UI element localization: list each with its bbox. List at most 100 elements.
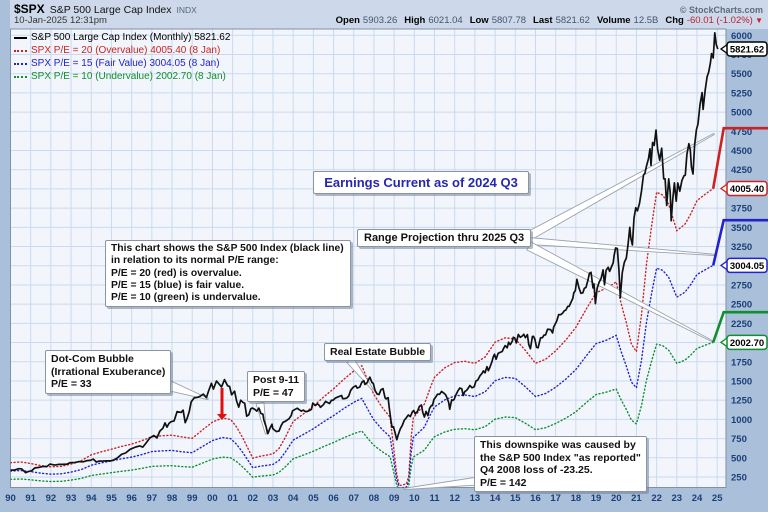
y-axis-tick-label: 5000 <box>731 108 752 119</box>
svg-text:5821.62: 5821.62 <box>730 45 764 56</box>
pe10-undervalue-line <box>10 341 714 488</box>
x-axis-tick-label: 01 <box>227 493 238 504</box>
real-estate-bubble-note: Real Estate Bubble <box>324 343 432 361</box>
y-axis-tick-label: 2250 <box>731 319 752 330</box>
earnings-current-note: Earnings Current as of 2024 Q3 <box>313 171 529 194</box>
quote-label-high: High <box>404 15 426 26</box>
legend-item-pe20: SPX P/E = 20 (Overvalue) 4005.40 (8 Jan) <box>14 44 230 57</box>
x-axis-tick-label: 14 <box>490 493 501 504</box>
change-down-arrow-icon: ▼ <box>752 16 763 25</box>
legend-item-spx: S&P 500 Large Cap Index (Monthly) 5821.6… <box>14 31 230 44</box>
index-name: S&P 500 Large Cap Index <box>49 4 172 16</box>
x-axis-tick-label: 24 <box>692 493 703 504</box>
axis-callout-5821.62: 5821.62 <box>719 41 768 57</box>
x-axis-tick-label: 16 <box>530 493 541 504</box>
legend-label: SPX P/E = 15 (Fair Value) 3004.05 (8 Jan… <box>31 58 220 69</box>
x-axis-tick-label: 05 <box>308 493 319 504</box>
x-axis-tick-label: 15 <box>510 493 521 504</box>
quote-label-low: Low <box>469 15 489 26</box>
legend-label: SPX P/E = 10 (Undervalue) 2002.70 (8 Jan… <box>31 71 226 82</box>
quote-value-low: 5807.78 <box>491 15 527 26</box>
y-axis-tick-label: 6000 <box>731 31 752 42</box>
pe15-fairvalue-line <box>10 264 714 488</box>
x-axis-tick-label: 02 <box>248 493 259 504</box>
legend-item-pe10: SPX P/E = 10 (Undervalue) 2002.70 (8 Jan… <box>14 70 230 83</box>
y-axis-tick-label: 1000 <box>731 415 752 426</box>
x-axis-tick-label: 13 <box>470 493 481 504</box>
x-axis-tick-label: 92 <box>46 493 57 504</box>
quote-value-chg: -60.01 (-1.02%) <box>686 15 753 26</box>
x-axis-tick-label: 12 <box>449 493 460 504</box>
x-axis-tick-label: 07 <box>348 493 359 504</box>
x-axis-tick-label: 94 <box>86 493 97 504</box>
quote-value-high: 6021.04 <box>428 15 463 26</box>
axis-callout-4005.40: 4005.40 <box>719 180 768 197</box>
plot-border <box>10 28 727 488</box>
y-axis-tick-label: 5250 <box>731 88 752 99</box>
quote-label-chg: Chg <box>665 15 684 26</box>
y-axis-tick-label: 1250 <box>731 396 752 407</box>
pe-range-explainer-note: This chart shows the S&P 500 Index (blac… <box>105 240 351 308</box>
chart-legend: S&P 500 Large Cap Index (Monthly) 5821.6… <box>14 31 230 83</box>
pe20-overvalue-line-projection <box>711 126 768 189</box>
x-axis-tick-label: 25 <box>712 493 723 504</box>
x-axis-tick-label: 91 <box>25 493 36 504</box>
x-axis-tick-label: 97 <box>147 493 158 504</box>
x-axis-tick-label: 10 <box>409 493 420 504</box>
x-axis-tick-label: 03 <box>268 493 279 504</box>
svg-text:3004.05: 3004.05 <box>730 261 765 272</box>
y-axis-tick-label: 2500 <box>731 300 752 311</box>
quote-label-volume: Volume <box>596 15 631 26</box>
pe20-overvalue-line <box>10 187 714 487</box>
copyright-label: © StockCharts.com <box>679 5 763 15</box>
downspike-note: This downspike was caused by the S&P 500… <box>474 436 647 493</box>
quote-value-volume: 12.5B <box>633 15 659 26</box>
x-axis-tick-label: 90 <box>5 493 16 504</box>
svg-text:2002.70: 2002.70 <box>730 338 764 349</box>
callout-pointer-line <box>255 401 268 435</box>
y-axis-tick-label: 250 <box>731 472 747 483</box>
spx-price-line <box>10 31 719 474</box>
overvalue-drop-arrowhead-icon <box>217 414 227 420</box>
x-axis-tick-label: 98 <box>167 493 178 504</box>
legend-label: S&P 500 Large Cap Index (Monthly) 5821.6… <box>31 32 231 43</box>
pe10-undervalue-line-projection <box>711 310 768 343</box>
ticker-symbol: $SPX <box>14 2 45 16</box>
exchange-label: INDX <box>176 5 197 15</box>
quote-value-open: 5903.26 <box>362 15 398 26</box>
axis-callout-3004.05: 3004.05 <box>719 257 768 274</box>
header-title-row: $SPX S&P 500 Large Cap Index INDX © Stoc… <box>14 2 763 16</box>
svg-text:4005.40: 4005.40 <box>730 184 764 195</box>
y-axis-tick-label: 2750 <box>731 280 752 291</box>
dotted-line-swatch-icon <box>14 49 27 52</box>
post-911-note: Post 9-11 P/E = 47 <box>247 371 306 403</box>
x-axis-tick-label: 18 <box>571 493 582 504</box>
y-axis-tick-label: 4500 <box>731 146 752 157</box>
chart-header: $SPX S&P 500 Large Cap Index INDX © Stoc… <box>10 0 768 29</box>
range-projection-note: Range Projection thru 2025 Q3 <box>357 229 532 247</box>
quote-label-open: Open <box>335 15 360 26</box>
x-axis-tick-label: 95 <box>106 493 117 504</box>
y-axis-tick-label: 1750 <box>731 357 752 368</box>
x-axis-tick-label: 22 <box>651 493 662 504</box>
x-axis-tick-label: 17 <box>550 493 561 504</box>
pe15-fairvalue-line-projection <box>711 218 768 266</box>
legend-label: SPX P/E = 20 (Overvalue) 4005.40 (8 Jan) <box>31 45 221 56</box>
x-axis-tick-label: 23 <box>672 493 683 504</box>
quote-values: Open 5903.26 High 6021.04 Low 5807.78 Last 5821… <box>329 15 763 26</box>
x-axis-tick-label: 00 <box>207 493 218 504</box>
y-axis-tick-label: 4750 <box>731 127 752 138</box>
y-axis-tick-label: 4250 <box>731 165 752 176</box>
axis-callout-2002.70: 2002.70 <box>719 334 768 351</box>
quote-value-last: 5821.62 <box>555 15 590 26</box>
x-axis-tick-label: 04 <box>288 493 299 504</box>
y-axis-tick-label: 3500 <box>731 223 752 234</box>
y-axis-tick-label: 750 <box>731 434 747 445</box>
quote-label-last: Last <box>533 15 553 26</box>
x-axis-tick-label: 06 <box>328 493 339 504</box>
x-axis-tick-label: 93 <box>66 493 77 504</box>
solid-line-swatch-icon <box>14 36 27 39</box>
x-axis-tick-label: 08 <box>369 493 380 504</box>
y-axis-tick-label: 500 <box>731 453 747 464</box>
